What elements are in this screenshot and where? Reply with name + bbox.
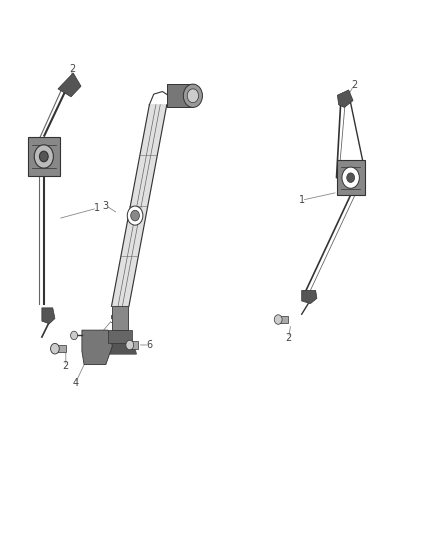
- Bar: [108, 330, 132, 343]
- Circle shape: [34, 145, 53, 168]
- Text: 2: 2: [351, 80, 357, 90]
- Circle shape: [131, 211, 139, 221]
- Text: 3: 3: [103, 200, 109, 211]
- Circle shape: [184, 84, 202, 108]
- Bar: [279, 316, 288, 323]
- Text: 6: 6: [146, 340, 152, 350]
- Polygon shape: [112, 105, 167, 306]
- Circle shape: [126, 340, 134, 350]
- Polygon shape: [58, 73, 81, 97]
- Polygon shape: [42, 308, 55, 324]
- Circle shape: [187, 89, 198, 103]
- Circle shape: [39, 151, 48, 162]
- Text: 5: 5: [109, 314, 116, 325]
- Polygon shape: [302, 290, 317, 304]
- Text: 2: 2: [286, 333, 292, 343]
- Bar: [28, 136, 60, 176]
- Bar: [56, 345, 66, 352]
- Polygon shape: [337, 90, 353, 108]
- Circle shape: [71, 331, 78, 340]
- Bar: [130, 341, 138, 349]
- Text: 4: 4: [72, 378, 78, 388]
- Polygon shape: [82, 330, 113, 365]
- Polygon shape: [107, 343, 136, 354]
- Text: 1: 1: [299, 195, 305, 205]
- Bar: [113, 306, 127, 330]
- Circle shape: [347, 173, 355, 182]
- Text: 1: 1: [94, 203, 100, 213]
- Circle shape: [274, 315, 282, 324]
- Text: 2: 2: [63, 361, 69, 371]
- Circle shape: [50, 343, 59, 354]
- Circle shape: [127, 206, 143, 225]
- Text: 2: 2: [69, 64, 75, 74]
- Circle shape: [342, 167, 359, 188]
- Bar: [167, 84, 193, 108]
- Bar: [336, 160, 365, 195]
